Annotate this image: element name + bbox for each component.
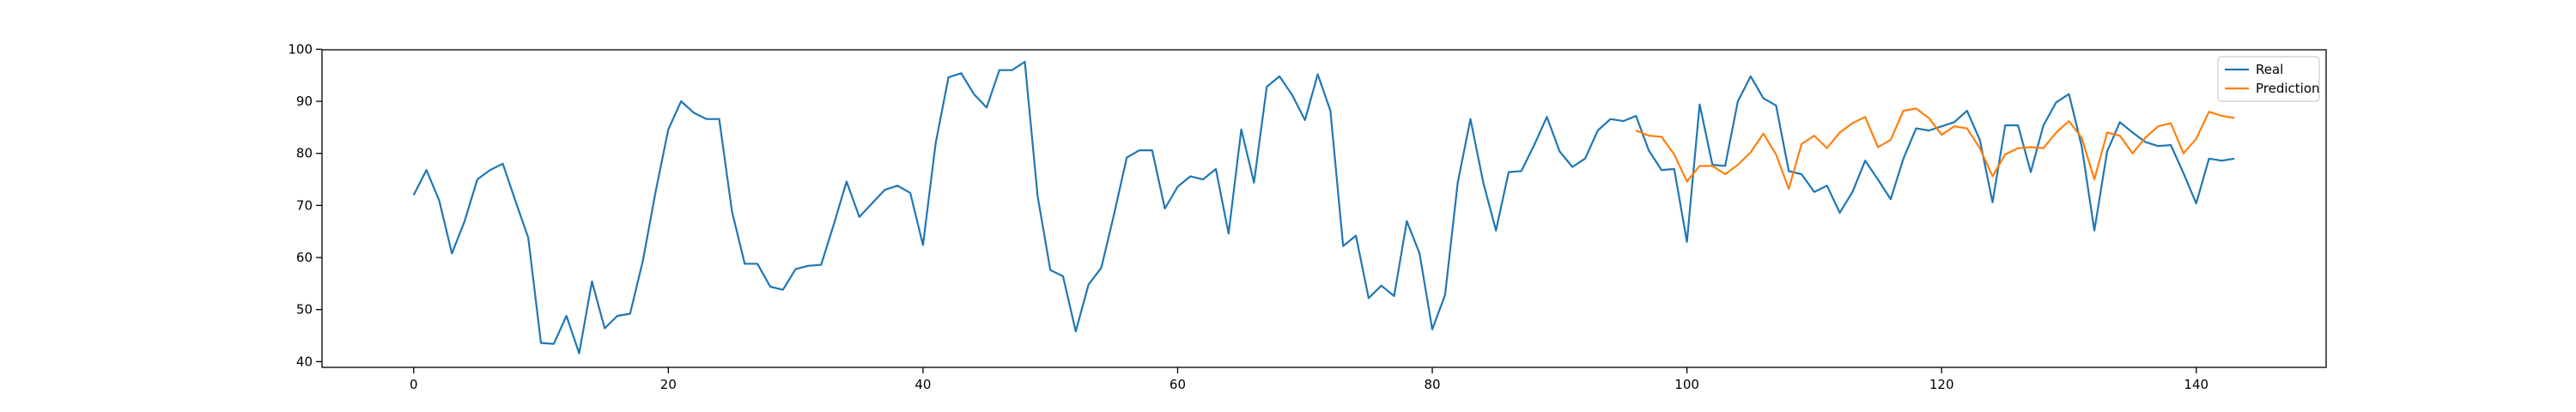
y-tick-label: 50 [296,302,313,318]
series-line-real [412,60,2235,354]
series-line-prediction [1635,107,2235,191]
series-lines [412,60,2235,354]
y-tick-label: 40 [296,354,313,369]
y-tick-label: 60 [296,250,313,265]
x-tick-label: 20 [660,377,677,392]
y-tick-label: 70 [296,197,313,213]
x-tick-label: 60 [1170,377,1186,392]
y-axis: 40 50 60 70 80 90 100 [288,41,322,369]
x-axis: 0 20 40 60 80 100 120 140 [410,367,2208,392]
y-tick-label: 100 [288,41,313,57]
x-tick-label: 40 [914,377,931,392]
legend-entry: Prediction [2256,81,2320,96]
y-tick-label: 80 [296,146,313,161]
x-tick-label: 140 [2184,377,2208,392]
x-tick-label: 120 [1929,377,1954,392]
legend-box [2217,56,2320,102]
x-tick-label: 100 [1674,377,1699,392]
x-tick-label: 80 [1424,377,1440,392]
plot-area [321,49,2327,368]
x-tick-label: 0 [410,377,418,392]
legend: Real Prediction [2217,56,2320,102]
y-tick-label: 90 [296,94,313,109]
legend-entry: Real [2256,62,2283,77]
plot-frame [321,49,2327,368]
